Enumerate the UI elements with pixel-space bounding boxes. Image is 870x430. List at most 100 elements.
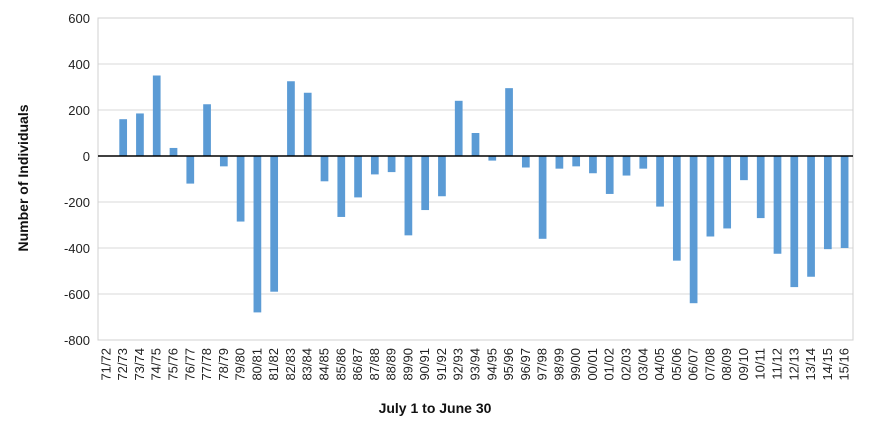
x-tick-label: 00/01 <box>585 348 600 381</box>
x-tick-label: 05/06 <box>669 348 684 381</box>
x-tick-label: 15/16 <box>837 348 852 381</box>
bar <box>421 156 430 211</box>
x-tick-label: 82/83 <box>283 348 298 381</box>
x-tick-label: 96/97 <box>518 348 533 381</box>
bar <box>337 156 346 217</box>
x-tick-label: 90/91 <box>417 348 432 381</box>
x-tick-label: 02/03 <box>619 348 634 381</box>
x-axis-title: July 1 to June 30 <box>379 400 492 416</box>
y-tick-label: 200 <box>68 103 90 118</box>
x-tick-label: 14/15 <box>820 348 835 381</box>
x-tick-label: 78/79 <box>216 348 231 381</box>
x-tick-label: 03/04 <box>635 348 650 381</box>
y-tick-label: 0 <box>83 149 90 164</box>
x-tick-label: 84/85 <box>317 348 332 381</box>
bar <box>253 156 262 313</box>
x-tick-label: 94/95 <box>484 348 499 381</box>
y-tick-label: -200 <box>64 195 90 210</box>
x-tick-label: 88/89 <box>384 348 399 381</box>
y-tick-label: 400 <box>68 57 90 72</box>
x-tick-label: 98/99 <box>551 348 566 381</box>
x-tick-label: 91/92 <box>434 348 449 381</box>
bar <box>320 156 329 182</box>
gridlines <box>98 17 853 341</box>
x-tick-label: 01/02 <box>602 348 617 381</box>
bar <box>790 156 799 288</box>
x-tick-label: 09/10 <box>736 348 751 381</box>
bar <box>505 88 513 156</box>
x-tick-label: 13/14 <box>803 348 818 381</box>
bar <box>773 156 782 254</box>
bar <box>186 156 195 184</box>
bar <box>236 156 245 222</box>
bar <box>354 156 362 198</box>
bar <box>270 156 279 292</box>
x-tick-label: 04/05 <box>652 348 667 381</box>
bar <box>152 75 161 156</box>
bar <box>488 156 497 161</box>
bar <box>438 156 446 197</box>
x-tick-label: 80/81 <box>249 348 264 381</box>
x-tick-label: 11/12 <box>770 348 785 380</box>
bar <box>605 156 614 194</box>
x-tick-label: 83/84 <box>300 348 315 381</box>
x-tick-label: 95/96 <box>501 348 516 381</box>
x-tick-labels: 71/72 72/73 73/74 74/75 75/76 76/77 77/78 78/79… <box>98 348 851 381</box>
bar <box>589 156 597 174</box>
y-tick-label: -400 <box>64 241 90 256</box>
bar <box>672 156 681 261</box>
bars <box>119 75 849 313</box>
plot-area-frame <box>97 17 854 341</box>
bar <box>689 156 698 304</box>
x-tick-label: 72/73 <box>115 348 130 381</box>
bar <box>303 92 312 156</box>
bar <box>756 156 765 219</box>
bar <box>136 113 144 156</box>
y-tick-label: 600 <box>68 11 90 26</box>
x-tick-label: 81/82 <box>266 348 281 381</box>
bar <box>169 147 178 156</box>
bar <box>823 156 832 250</box>
y-axis-title: Number of Individuals <box>15 104 31 251</box>
x-tick-label: 71/72 <box>98 348 113 381</box>
x-tick-label: 89/90 <box>400 348 415 381</box>
bar <box>370 156 379 175</box>
x-tick-label: 85/86 <box>333 348 348 381</box>
x-tick-label: 12/13 <box>786 348 801 381</box>
bar <box>639 156 648 169</box>
bar <box>807 156 815 277</box>
bar <box>219 156 228 167</box>
x-tick-label: 75/76 <box>166 348 181 381</box>
bar <box>706 156 715 237</box>
x-tick-label: 97/98 <box>535 348 550 381</box>
bar <box>538 156 547 239</box>
x-tick-label: 93/94 <box>468 348 483 381</box>
bar <box>404 156 413 236</box>
x-tick-label: 79/80 <box>233 348 248 381</box>
x-tick-label: 87/88 <box>367 348 382 381</box>
bar <box>471 133 480 156</box>
x-tick-label: 08/09 <box>719 348 734 381</box>
y-tick-label: -800 <box>64 333 90 348</box>
x-tick-label: 99/00 <box>568 348 583 381</box>
bar <box>387 156 396 173</box>
x-tick-label: 10/11 <box>753 348 768 380</box>
x-tick-label: 86/87 <box>350 348 365 381</box>
x-tick-label: 76/77 <box>182 348 197 381</box>
y-tick-labels: 600 400 200 0 -200 -400 -600 -800 <box>64 11 90 348</box>
bar <box>656 156 664 207</box>
bar <box>454 100 463 156</box>
x-tick-label: 06/07 <box>686 348 701 381</box>
bar <box>203 104 211 156</box>
bar <box>287 81 295 156</box>
x-tick-label: 07/08 <box>702 348 717 381</box>
bar <box>723 156 732 229</box>
x-tick-label: 77/78 <box>199 348 214 381</box>
bar <box>555 156 564 169</box>
bar <box>521 156 530 168</box>
bar <box>840 156 849 248</box>
x-tick-label: 74/75 <box>149 348 164 381</box>
bar <box>740 156 748 181</box>
